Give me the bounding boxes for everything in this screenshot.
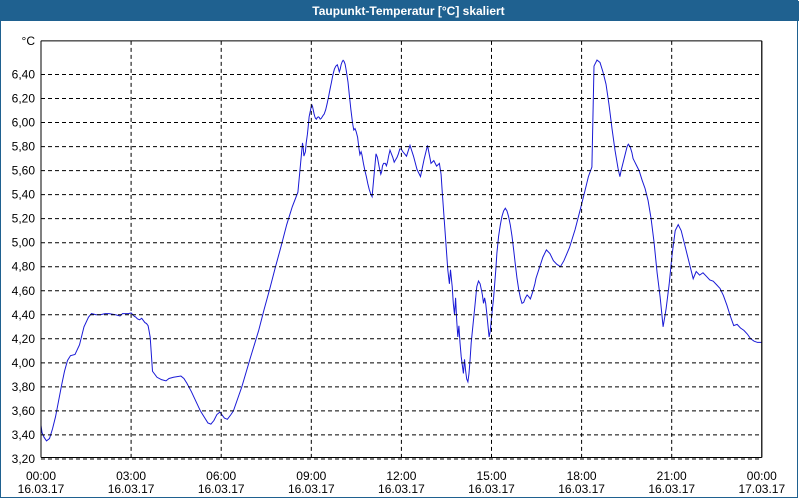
svg-text:3,40: 3,40: [12, 428, 36, 442]
svg-text:09:00: 09:00: [296, 469, 326, 483]
svg-text:4,00: 4,00: [12, 356, 36, 370]
svg-text:17.03.17: 17.03.17: [738, 482, 785, 496]
svg-text:3,80: 3,80: [12, 380, 36, 394]
svg-text:06:00: 06:00: [206, 469, 236, 483]
svg-text:5,40: 5,40: [12, 188, 36, 202]
svg-text:15:00: 15:00: [476, 469, 506, 483]
svg-text:21:00: 21:00: [657, 469, 687, 483]
svg-text:6,00: 6,00: [12, 116, 36, 130]
svg-text:16.03.17: 16.03.17: [558, 482, 605, 496]
svg-text:16.03.17: 16.03.17: [648, 482, 695, 496]
svg-text:18:00: 18:00: [567, 469, 597, 483]
svg-text:3,20: 3,20: [12, 452, 36, 466]
svg-text:12:00: 12:00: [386, 469, 416, 483]
svg-text:5,20: 5,20: [12, 212, 36, 226]
svg-text:00:00: 00:00: [26, 469, 56, 483]
svg-text:16.03.17: 16.03.17: [288, 482, 335, 496]
svg-text:5,00: 5,00: [12, 236, 36, 250]
svg-text:16.03.17: 16.03.17: [108, 482, 155, 496]
svg-text:°C: °C: [22, 34, 36, 48]
svg-text:6,40: 6,40: [12, 67, 36, 81]
svg-text:6,20: 6,20: [12, 92, 36, 106]
svg-text:4,40: 4,40: [12, 308, 36, 322]
svg-text:3,60: 3,60: [12, 404, 36, 418]
svg-text:5,80: 5,80: [12, 140, 36, 154]
svg-text:16.03.17: 16.03.17: [18, 482, 65, 496]
svg-text:16.03.17: 16.03.17: [378, 482, 425, 496]
svg-text:4,60: 4,60: [12, 284, 36, 298]
svg-text:16.03.17: 16.03.17: [198, 482, 245, 496]
svg-text:00:00: 00:00: [747, 469, 777, 483]
svg-text:4,20: 4,20: [12, 332, 36, 346]
svg-text:16.03.17: 16.03.17: [468, 482, 515, 496]
svg-text:4,80: 4,80: [12, 260, 36, 274]
svg-text:5,60: 5,60: [12, 164, 36, 178]
svg-text:03:00: 03:00: [116, 469, 146, 483]
